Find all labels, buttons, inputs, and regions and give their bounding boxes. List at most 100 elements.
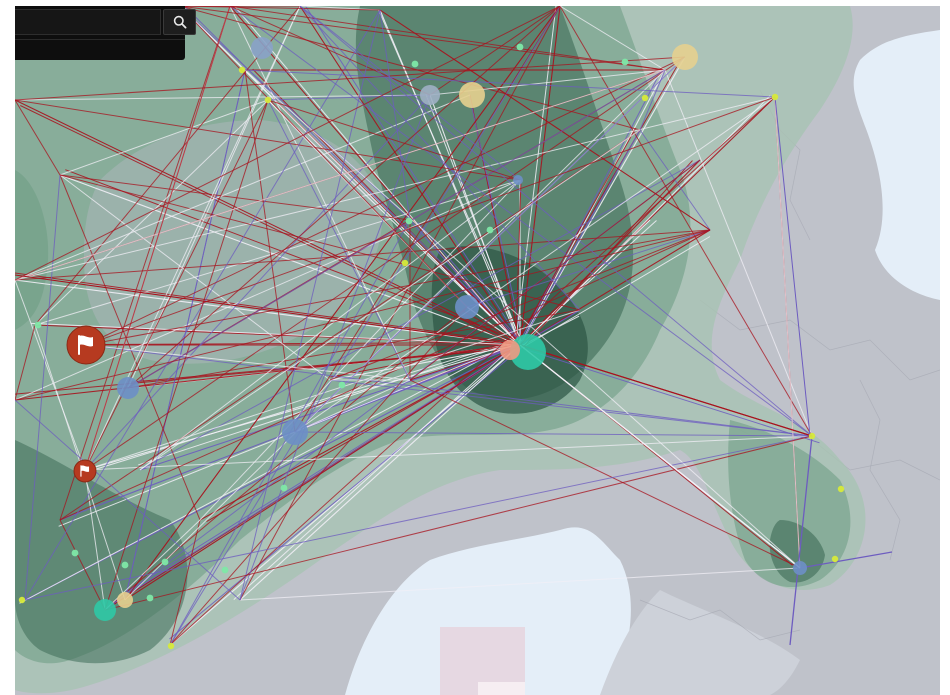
data-point[interactable] — [411, 60, 419, 68]
data-point[interactable] — [280, 484, 288, 492]
flag-marker[interactable] — [66, 325, 106, 365]
border-line — [859, 379, 901, 561]
network-edge — [59, 174, 331, 381]
network-node[interactable] — [117, 377, 139, 399]
network-edge — [84, 344, 521, 471]
network-edge — [639, 129, 711, 231]
data-point[interactable] — [146, 594, 154, 602]
search-results-area — [15, 40, 185, 60]
network-node[interactable] — [117, 592, 133, 608]
data-point[interactable] — [338, 381, 346, 389]
data-point[interactable] — [486, 226, 494, 234]
network-node[interactable] — [513, 175, 523, 185]
network-edge — [84, 94, 431, 471]
network-edge — [85, 96, 776, 346]
network-node[interactable] — [672, 44, 698, 70]
marker-layer[interactable] — [66, 325, 106, 483]
network-edge — [515, 6, 557, 342]
search-button[interactable] — [163, 9, 196, 35]
data-point[interactable] — [71, 549, 79, 557]
data-point[interactable] — [18, 596, 26, 604]
network-node[interactable] — [510, 334, 546, 370]
network-edge — [519, 229, 711, 346]
network-edge — [15, 94, 471, 281]
network-edge — [294, 6, 561, 433]
network-node[interactable] — [282, 419, 308, 445]
network-edge — [519, 56, 686, 346]
network-node[interactable] — [420, 85, 440, 105]
network-edge — [15, 56, 686, 101]
network-edge — [179, 6, 521, 346]
network-edge — [179, 6, 468, 308]
data-point[interactable] — [264, 96, 272, 104]
network-edge — [15, 324, 36, 401]
network-edge — [559, 6, 813, 437]
data-point[interactable] — [167, 642, 175, 650]
network-edge — [24, 435, 813, 601]
data-point[interactable] — [121, 561, 129, 569]
search-panel — [15, 6, 196, 60]
border-line — [699, 299, 940, 381]
search-input[interactable] — [15, 9, 161, 35]
density-region — [15, 170, 49, 330]
network-edge — [229, 6, 813, 437]
network-node[interactable] — [455, 295, 479, 319]
network-node[interactable] — [459, 82, 485, 108]
network-node[interactable] — [500, 340, 520, 360]
network-edge — [104, 99, 269, 611]
border-line — [639, 599, 801, 641]
node-layer[interactable] — [18, 37, 845, 650]
network-edge — [183, 6, 522, 344]
density-region — [15, 440, 188, 664]
network-edge — [169, 6, 561, 646]
network-edge — [15, 347, 519, 395]
network-edge — [519, 344, 813, 437]
data-point[interactable] — [238, 66, 246, 74]
data-point[interactable] — [808, 432, 816, 440]
network-edge — [330, 341, 517, 378]
network-edge — [233, 6, 516, 341]
data-point[interactable] — [837, 485, 845, 493]
network-edge — [329, 379, 813, 437]
network-map[interactable] — [15, 6, 940, 695]
network-edge — [169, 519, 201, 646]
network-node[interactable] — [793, 561, 807, 575]
data-point[interactable] — [831, 555, 839, 563]
network-edge — [59, 229, 711, 521]
density-region — [83, 120, 382, 364]
network-edge — [84, 6, 231, 471]
data-point[interactable] — [771, 93, 779, 101]
network-edge — [799, 551, 893, 569]
network-edge — [15, 274, 521, 346]
network-edge — [15, 94, 431, 101]
network-edge — [199, 179, 521, 521]
network-edge — [294, 431, 813, 437]
flag-marker[interactable] — [73, 459, 97, 483]
network-edge — [139, 159, 701, 471]
data-point[interactable] — [641, 94, 649, 102]
network-node[interactable] — [94, 599, 116, 621]
network-edge — [299, 6, 521, 346]
data-point[interactable] — [405, 217, 413, 225]
network-edge — [65, 169, 524, 343]
data-point[interactable] — [34, 321, 42, 329]
network-edge — [24, 174, 61, 601]
network-edge — [127, 6, 561, 389]
data-point[interactable] — [221, 566, 229, 574]
network-edge — [239, 344, 521, 601]
network-edge — [84, 469, 106, 611]
network-edge — [519, 69, 666, 346]
network-edge — [267, 99, 521, 181]
network-edge — [169, 306, 468, 646]
network-node[interactable] — [251, 37, 273, 59]
data-point[interactable] — [161, 558, 169, 566]
network-edge — [774, 96, 801, 569]
data-point[interactable] — [621, 58, 629, 66]
network-edge — [127, 309, 581, 389]
data-point[interactable] — [401, 259, 409, 267]
network-edge — [34, 99, 269, 326]
network-edge — [59, 519, 106, 611]
data-point[interactable] — [516, 43, 524, 51]
network-edge — [15, 99, 61, 176]
network-edge — [233, 343, 517, 601]
